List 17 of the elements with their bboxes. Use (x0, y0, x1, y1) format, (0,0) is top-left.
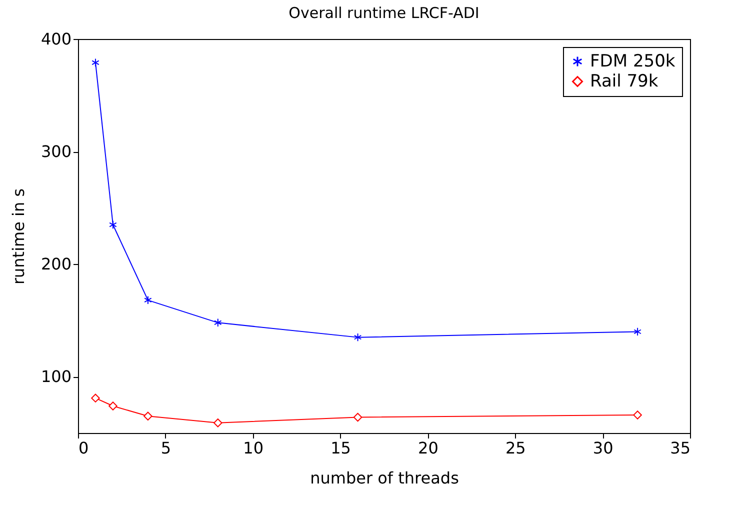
legend-label: Rail 79k (590, 72, 658, 92)
x-tick-label: 30 (592, 438, 614, 458)
legend-label: FDM 250k (590, 52, 676, 72)
x-tick-label: 10 (243, 438, 264, 458)
y-tick-label: 100 (40, 367, 72, 386)
x-tick-label: 20 (418, 438, 438, 458)
x-axis-title: number of threads (310, 468, 459, 488)
x-tick-label: 25 (505, 438, 526, 458)
y-tick-label: 200 (40, 254, 72, 274)
chart-title: Overall runtime LRCF-ADI (288, 4, 480, 22)
x-tick-label: 35 (670, 438, 690, 458)
x-tick-label: 0 (78, 438, 89, 458)
y-tick-label: 400 (40, 30, 72, 48)
x-tick-label: 15 (330, 438, 351, 458)
y-tick-label: 300 (40, 142, 72, 162)
y-axis-title: runtime in s (8, 188, 28, 285)
x-tick-label: 5 (160, 438, 172, 458)
